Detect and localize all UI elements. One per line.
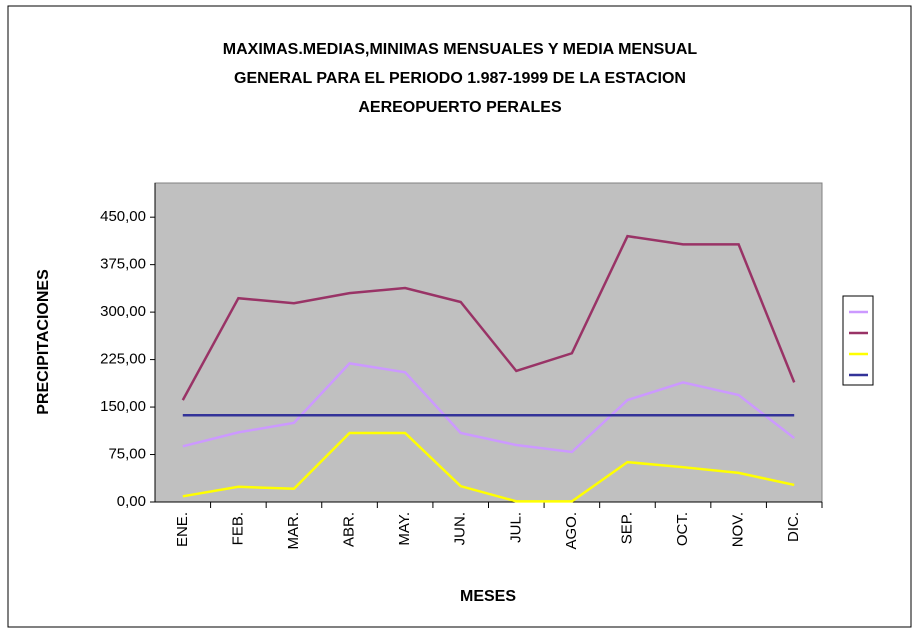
y-tick-label: 225,00 [100, 351, 146, 368]
x-tick-label: SEP. [618, 512, 635, 544]
x-tick-label: MAY. [396, 512, 413, 546]
y-tick-label: 0,00 [117, 493, 146, 510]
chart-title: GENERAL PARA EL PERIODO 1.987-1999 DE LA… [234, 70, 686, 87]
chart-title: AEREOPUERTO PERALES [358, 99, 562, 116]
data-line [181, 234, 796, 401]
x-tick-label: FEB. [229, 512, 246, 545]
y-tick-label: 375,00 [100, 256, 146, 273]
x-tick-label: ENE. [174, 512, 191, 547]
y-tick-label: 450,00 [100, 208, 146, 225]
x-tick-label: NOV. [730, 512, 747, 547]
x-axis-title: MESES [460, 588, 516, 605]
x-tick-label: ABR. [341, 512, 358, 547]
data-line [182, 362, 795, 454]
x-tick-label: JUL. [507, 512, 524, 543]
y-axis-title: PRECIPITACIONES [35, 269, 52, 415]
x-tick-label: OCT. [674, 512, 691, 546]
x-tick-label: JUN. [452, 512, 469, 545]
x-tick-label: AGO. [563, 512, 580, 550]
x-tick-label: DIC. [785, 512, 802, 542]
plot-area [154, 182, 823, 503]
x-tick-label: MAR. [285, 512, 302, 550]
chart-title: MAXIMAS.MEDIAS,MINIMAS MENSUALES Y MEDIA… [223, 41, 698, 58]
data-line [182, 431, 795, 503]
y-tick-label: 300,00 [100, 303, 146, 320]
y-tick-label: 75,00 [108, 445, 146, 462]
y-tick-label: 150,00 [100, 398, 146, 415]
legend [842, 295, 874, 386]
